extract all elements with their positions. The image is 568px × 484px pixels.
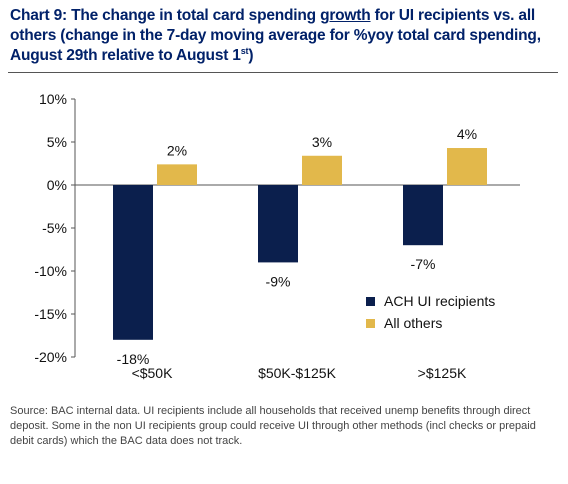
data-label: 2% <box>167 142 187 158</box>
y-tick-label: 5% <box>47 134 67 150</box>
y-tick-label: 10% <box>39 91 67 107</box>
bar-all-others <box>302 155 342 185</box>
legend-swatch <box>366 319 375 328</box>
legend-label: All others <box>384 315 442 331</box>
bar-ach-ui-recipients <box>113 185 153 340</box>
bars <box>113 148 487 340</box>
bar-all-others <box>447 148 487 185</box>
y-tick-label: -5% <box>42 220 67 236</box>
y-axis: 10% 5% 0% -5% -10% -15% -20% <box>34 91 520 365</box>
bar-chart: 10%5%0%-5%-10%-15%-20% -18%-9%-7%2%3% 4% … <box>34 91 520 381</box>
bar-ach-ui-recipients <box>403 185 443 246</box>
legend-label: ACH UI recipients <box>384 293 495 309</box>
data-label: -18% <box>117 351 150 367</box>
bar-all-others <box>157 164 197 185</box>
y-tick-label: -20% <box>34 349 67 365</box>
data-labels: -18% -9% -7% 2% 3% 4% <box>117 126 477 367</box>
data-label: 4% <box>457 126 477 142</box>
legend-swatch <box>366 297 375 306</box>
title-text-part1: Chart 9: The change in total card spendi… <box>10 7 321 24</box>
x-axis-labels: <$50K $50K-$125K >$125K <box>132 365 467 381</box>
legend: ACH UI recipients All others <box>366 293 495 331</box>
chart-title: Chart 9: The change in total card spendi… <box>10 6 560 66</box>
x-category-label: >$125K <box>418 365 467 381</box>
data-label: -9% <box>266 273 291 289</box>
title-text-part2: for UI recipients vs. all others (change… <box>10 7 541 64</box>
data-label: 3% <box>312 134 332 150</box>
x-category-label: $50K-$125K <box>258 365 337 381</box>
title-text-superscript: st <box>240 45 249 56</box>
title-text-underlined: growth <box>320 7 371 24</box>
x-category-label: <$50K <box>132 365 174 381</box>
title-text-part3: ) <box>248 47 254 64</box>
y-tick-label: 0% <box>47 177 67 193</box>
y-tick-label: -15% <box>34 306 67 322</box>
title-divider <box>8 72 558 73</box>
bar-ach-ui-recipients <box>258 185 298 263</box>
source-note: Source: BAC internal data. UI recipients… <box>10 405 536 447</box>
data-label: -7% <box>411 256 436 272</box>
y-tick-label: -10% <box>34 263 67 279</box>
